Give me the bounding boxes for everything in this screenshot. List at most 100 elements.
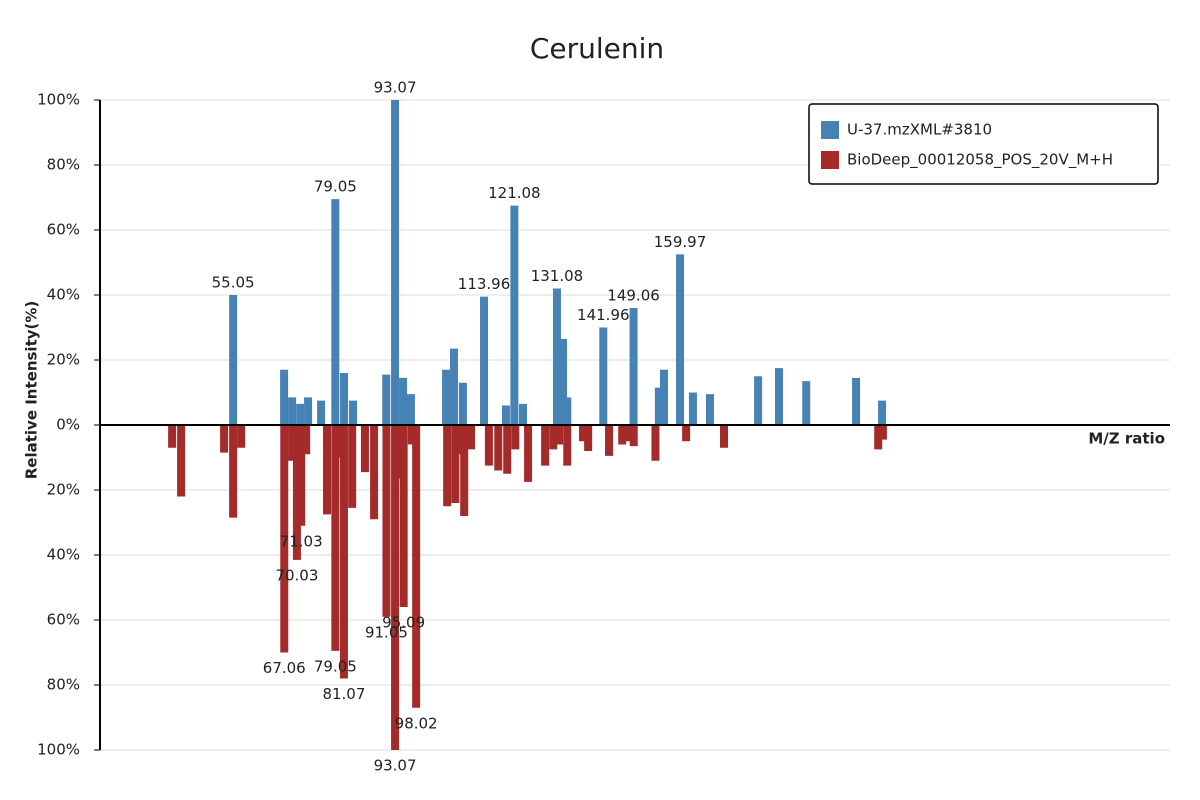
bar — [458, 382, 467, 425]
bar — [878, 425, 887, 440]
bar — [443, 425, 452, 507]
peak-label: 91.05 — [365, 623, 408, 641]
peak-label: 149.06 — [607, 287, 660, 305]
bar — [584, 425, 593, 451]
peak-label: 121.08 — [488, 184, 541, 202]
x-axis-title: M/Z ratio — [1088, 430, 1165, 448]
bar — [563, 397, 572, 425]
bar — [399, 425, 408, 607]
bar — [510, 205, 519, 425]
bar — [705, 394, 714, 425]
bar — [541, 425, 550, 466]
series — [168, 425, 887, 750]
bar — [563, 425, 572, 466]
y-tick-label: 40% — [47, 546, 80, 564]
chart-title: Cerulenin — [530, 32, 664, 65]
y-tick-label: 60% — [47, 221, 80, 239]
bar — [688, 392, 697, 425]
bar — [323, 425, 332, 515]
bar — [874, 425, 883, 450]
bar — [455, 425, 464, 455]
peak-label: 93.07 — [374, 757, 417, 775]
y-tick-label: 100% — [37, 91, 80, 109]
bar — [599, 327, 608, 425]
bar — [349, 400, 358, 425]
bar — [467, 425, 476, 450]
bar — [605, 425, 614, 456]
y-tick-label: 60% — [47, 611, 80, 629]
bar — [297, 425, 306, 526]
bar — [629, 308, 638, 425]
bar — [370, 425, 379, 520]
legend-swatch — [821, 151, 839, 169]
bar — [682, 425, 691, 442]
bar — [618, 425, 627, 445]
bar — [720, 425, 729, 448]
y-tick-label: 0% — [56, 416, 80, 434]
y-tick-label: 100% — [37, 741, 80, 759]
bar — [484, 425, 493, 466]
bar — [317, 400, 326, 425]
bar — [518, 403, 527, 425]
bar — [651, 425, 660, 461]
bar — [659, 369, 668, 425]
bar — [288, 425, 297, 461]
bar — [331, 425, 340, 651]
bar — [406, 394, 415, 425]
bar — [524, 425, 533, 482]
bar — [802, 381, 811, 425]
bar — [229, 425, 238, 518]
bar — [407, 425, 416, 445]
bar — [348, 425, 357, 508]
legend-label: U-37.mzXML#3810 — [847, 121, 992, 139]
legend-label: BioDeep_00012058_POS_20V_M+H — [847, 151, 1113, 170]
bar — [340, 373, 349, 425]
peak-label: 93.07 — [374, 79, 417, 97]
bar — [442, 369, 451, 425]
bar — [280, 425, 289, 653]
bar — [177, 425, 186, 497]
bar — [480, 296, 489, 425]
bar — [395, 425, 404, 479]
bar — [494, 425, 503, 471]
bar — [629, 425, 638, 447]
y-tick-label: 80% — [47, 156, 80, 174]
peak-label: 71.03 — [280, 532, 323, 550]
bar — [878, 400, 887, 425]
bar — [391, 100, 400, 425]
peak-label: 131.08 — [531, 267, 584, 285]
bar — [549, 425, 558, 450]
bar — [460, 425, 469, 516]
y-axis-title: Relative Intensity(%) — [23, 301, 41, 480]
bar — [852, 377, 861, 425]
bar — [654, 387, 663, 425]
bar — [292, 425, 301, 560]
y-tick-label: 20% — [47, 351, 80, 369]
legend-box — [808, 103, 1159, 185]
bar — [339, 425, 348, 679]
bar — [288, 397, 297, 425]
bar — [304, 397, 313, 425]
bar — [168, 425, 177, 448]
bar — [559, 338, 568, 425]
peak-label: 81.07 — [322, 685, 365, 703]
bar — [625, 425, 634, 442]
y-tick-label: 20% — [47, 481, 80, 499]
y-tick-label: 80% — [47, 676, 80, 694]
peak-label: 67.06 — [263, 659, 306, 677]
bar — [280, 369, 289, 425]
series — [229, 100, 887, 425]
bar — [229, 295, 238, 425]
legend-swatch — [821, 121, 839, 139]
bar — [296, 403, 305, 425]
bar — [302, 425, 311, 455]
bar — [511, 425, 520, 450]
bar — [552, 288, 561, 425]
bar — [676, 254, 685, 425]
bar — [579, 425, 588, 442]
peak-label: 70.03 — [275, 566, 318, 584]
y-tick-label: 40% — [47, 286, 80, 304]
bar — [360, 425, 369, 473]
bar — [237, 425, 246, 448]
